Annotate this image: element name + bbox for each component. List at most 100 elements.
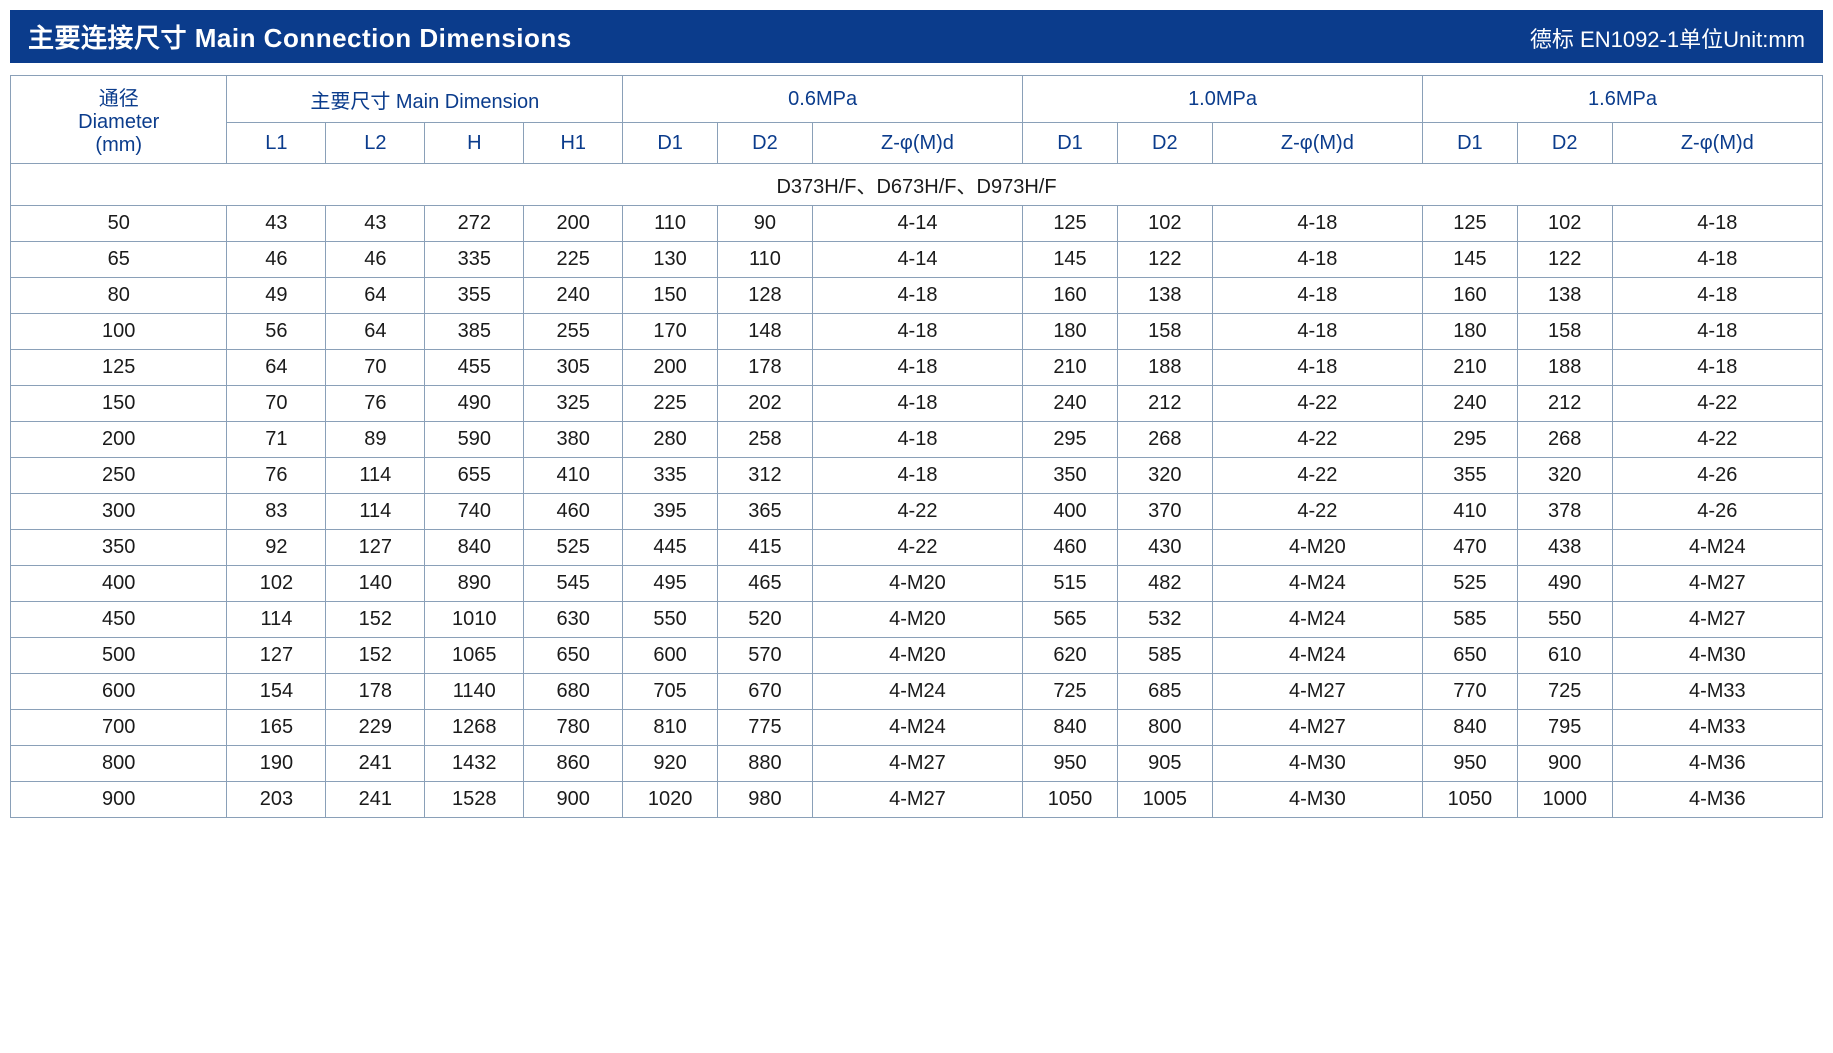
table-cell: 203 bbox=[227, 782, 326, 818]
table-cell: 165 bbox=[227, 710, 326, 746]
table-cell: 102 bbox=[227, 566, 326, 602]
header-d1-a: D1 bbox=[623, 123, 718, 164]
table-cell: 4-M33 bbox=[1612, 674, 1822, 710]
table-row: 12564704553052001784-182101884-182101884… bbox=[11, 350, 1823, 386]
table-cell: 4-18 bbox=[1212, 350, 1422, 386]
table-row: 70016522912687808107754-M248408004-M2784… bbox=[11, 710, 1823, 746]
table-cell: 880 bbox=[718, 746, 813, 782]
table-cell: 64 bbox=[326, 314, 425, 350]
table-cell: 4-22 bbox=[1612, 386, 1822, 422]
table-cell: 4-M24 bbox=[812, 674, 1022, 710]
table-cell: 258 bbox=[718, 422, 813, 458]
table-cell: 180 bbox=[1023, 314, 1118, 350]
table-cell: 138 bbox=[1517, 278, 1612, 314]
table-cell: 154 bbox=[227, 674, 326, 710]
table-row: 300831147404603953654-224003704-22410378… bbox=[11, 494, 1823, 530]
table-cell: 114 bbox=[326, 458, 425, 494]
table-cell: 202 bbox=[718, 386, 813, 422]
table-cell: 4-26 bbox=[1612, 494, 1822, 530]
table-cell: 4-18 bbox=[812, 458, 1022, 494]
table-cell: 4-M30 bbox=[1212, 782, 1422, 818]
table-cell: 950 bbox=[1422, 746, 1517, 782]
table-cell: 272 bbox=[425, 206, 524, 242]
table-row: 20071895903802802584-182952684-222952684… bbox=[11, 422, 1823, 458]
table-cell: 70 bbox=[227, 386, 326, 422]
table-cell: 4-M20 bbox=[812, 602, 1022, 638]
table-cell: 482 bbox=[1117, 566, 1212, 602]
table-cell: 160 bbox=[1023, 278, 1118, 314]
table-cell: 90 bbox=[718, 206, 813, 242]
table-cell: 138 bbox=[1117, 278, 1212, 314]
table-cell: 4-18 bbox=[1612, 350, 1822, 386]
table-cell: 300 bbox=[11, 494, 227, 530]
table-cell: 670 bbox=[718, 674, 813, 710]
table-cell: 525 bbox=[1422, 566, 1517, 602]
table-cell: 4-14 bbox=[812, 206, 1022, 242]
table-cell: 4-18 bbox=[812, 350, 1022, 386]
table-cell: 320 bbox=[1517, 458, 1612, 494]
table-cell: 268 bbox=[1117, 422, 1212, 458]
table-cell: 241 bbox=[326, 782, 425, 818]
table-cell: 4-22 bbox=[1612, 422, 1822, 458]
table-cell: 355 bbox=[1422, 458, 1517, 494]
table-cell: 1268 bbox=[425, 710, 524, 746]
table-cell: 64 bbox=[326, 278, 425, 314]
table-cell: 565 bbox=[1023, 602, 1118, 638]
table-cell: 83 bbox=[227, 494, 326, 530]
dimensions-table: 通径 Diameter (mm) 主要尺寸 Main Dimension 0.6… bbox=[10, 75, 1823, 818]
table-cell: 170 bbox=[623, 314, 718, 350]
table-cell: 1140 bbox=[425, 674, 524, 710]
table-cell: 4-18 bbox=[812, 422, 1022, 458]
table-cell: 655 bbox=[425, 458, 524, 494]
table-cell: 200 bbox=[623, 350, 718, 386]
table-cell: 350 bbox=[1023, 458, 1118, 494]
header-d2-b: D2 bbox=[1117, 123, 1212, 164]
table-cell: 600 bbox=[11, 674, 227, 710]
table-cell: 335 bbox=[623, 458, 718, 494]
table-cell: 4-M27 bbox=[1212, 674, 1422, 710]
table-cell: 1020 bbox=[623, 782, 718, 818]
table-cell: 465 bbox=[718, 566, 813, 602]
table-cell: 268 bbox=[1517, 422, 1612, 458]
table-row: 60015417811406807056704-M247256854-M2777… bbox=[11, 674, 1823, 710]
table-cell: 4-22 bbox=[812, 494, 1022, 530]
table-cell: 4-22 bbox=[1212, 386, 1422, 422]
table-cell: 770 bbox=[1422, 674, 1517, 710]
table-cell: 76 bbox=[326, 386, 425, 422]
table-cell: 365 bbox=[718, 494, 813, 530]
table-cell: 445 bbox=[623, 530, 718, 566]
table-cell: 725 bbox=[1023, 674, 1118, 710]
table-row: 8049643552401501284-181601384-181601384-… bbox=[11, 278, 1823, 314]
table-cell: 145 bbox=[1422, 242, 1517, 278]
table-cell: 4-M36 bbox=[1612, 746, 1822, 782]
title-right: 德标 EN1092-1单位Unit:mm bbox=[1530, 22, 1805, 54]
table-cell: 110 bbox=[718, 242, 813, 278]
table-cell: 685 bbox=[1117, 674, 1212, 710]
table-cell: 980 bbox=[718, 782, 813, 818]
table-cell: 525 bbox=[524, 530, 623, 566]
table-cell: 100 bbox=[11, 314, 227, 350]
table-cell: 700 bbox=[11, 710, 227, 746]
table-cell: 800 bbox=[1117, 710, 1212, 746]
title-left: 主要连接尺寸 Main Connection Dimensions bbox=[28, 18, 572, 55]
table-row: 900203241152890010209804-M27105010054-M3… bbox=[11, 782, 1823, 818]
table-cell: 840 bbox=[1422, 710, 1517, 746]
title-bar: 主要连接尺寸 Main Connection Dimensions 德标 EN1… bbox=[10, 10, 1823, 63]
table-cell: 4-18 bbox=[1212, 314, 1422, 350]
table-cell: 255 bbox=[524, 314, 623, 350]
table-cell: 900 bbox=[524, 782, 623, 818]
table-row: 80019024114328609208804-M279509054-M3095… bbox=[11, 746, 1823, 782]
table-cell: 4-18 bbox=[1612, 242, 1822, 278]
table-cell: 128 bbox=[718, 278, 813, 314]
table-cell: 610 bbox=[1517, 638, 1612, 674]
table-cell: 102 bbox=[1117, 206, 1212, 242]
table-cell: 4-M27 bbox=[1612, 566, 1822, 602]
table-cell: 305 bbox=[524, 350, 623, 386]
table-row: 350921278405254454154-224604304-M2047043… bbox=[11, 530, 1823, 566]
table-cell: 212 bbox=[1117, 386, 1212, 422]
header-10mpa: 1.0MPa bbox=[1023, 76, 1423, 123]
header-diameter: 通径 Diameter (mm) bbox=[11, 76, 227, 164]
table-row: 10056643852551701484-181801584-181801584… bbox=[11, 314, 1823, 350]
table-cell: 114 bbox=[326, 494, 425, 530]
table-cell: 4-M27 bbox=[1212, 710, 1422, 746]
